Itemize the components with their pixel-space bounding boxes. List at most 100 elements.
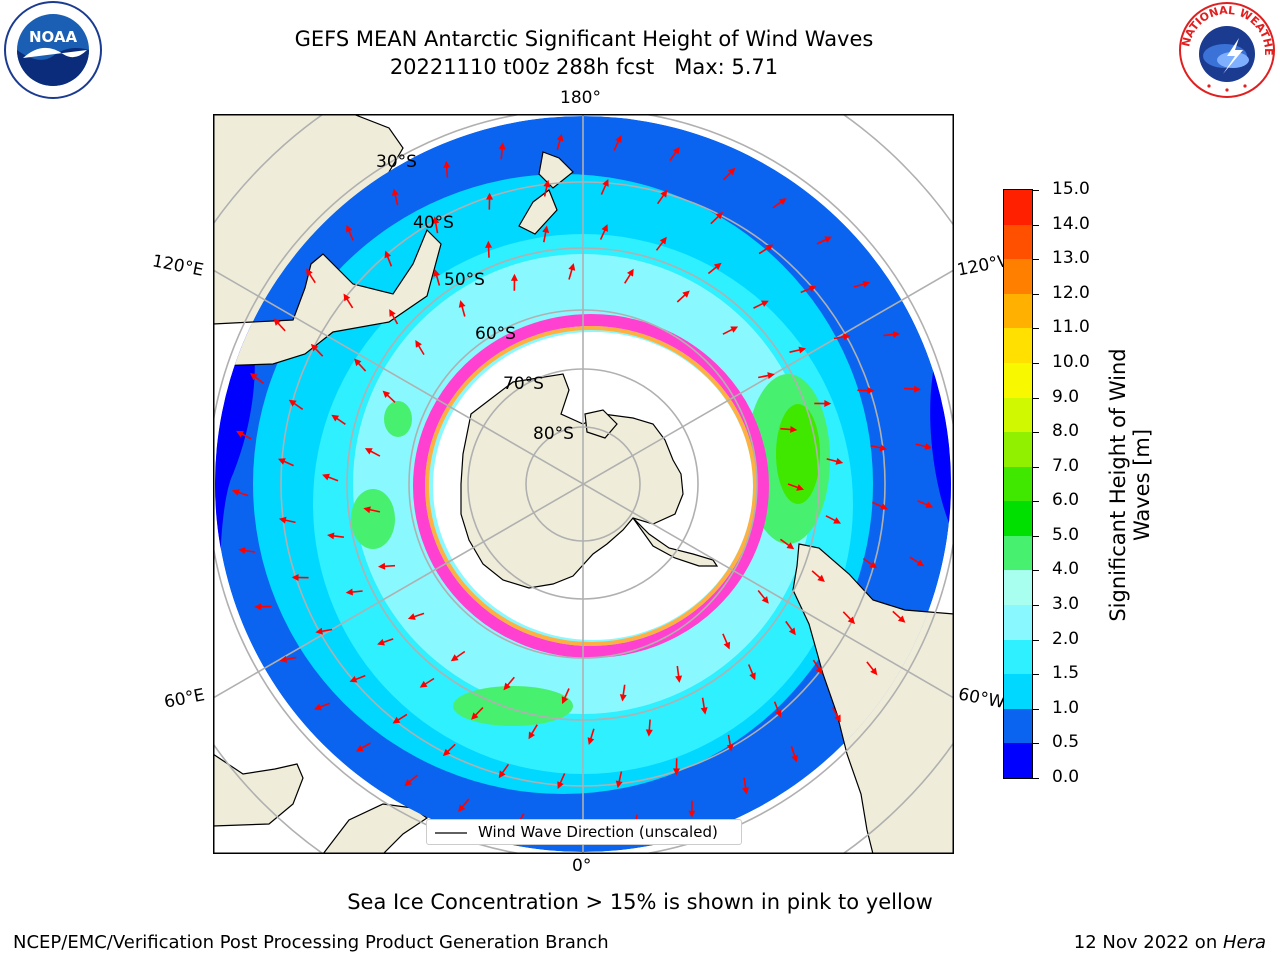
colorbar-tick-label: 5.0 (1052, 524, 1080, 545)
wave-arrow-head (700, 707, 708, 715)
lat-label-50s: 50°S (444, 270, 485, 290)
lon-label-60e: 60°E (162, 685, 207, 713)
wave-arrow-head (315, 627, 323, 635)
wave-arrow-head (723, 641, 731, 650)
wave-arrow-head (879, 444, 888, 452)
wave-arrow-head (870, 667, 878, 676)
wave-arrow-head (627, 268, 634, 277)
wave-arrow-head (254, 603, 262, 611)
wave-arrow-head (389, 309, 396, 317)
colorbar (1003, 189, 1033, 779)
colorbar-tick-label: 2.0 (1052, 628, 1080, 649)
title-line-1: GEFS MEAN Antarctic Significant Height o… (294, 27, 874, 51)
wave-arrow-head (867, 387, 875, 394)
wave-arrow-head (765, 244, 774, 252)
colorbar-title-line-2: Waves [m] (1130, 428, 1154, 542)
graticule (213, 114, 954, 854)
wave-arrow-head (407, 613, 416, 620)
wave-arrow-head (306, 268, 313, 277)
lat-label-80s: 80°S (533, 424, 574, 444)
footer-host: Hera (1222, 932, 1266, 953)
wave-arrow-head (327, 532, 335, 540)
wave-arrow-head (675, 675, 683, 683)
colorbar-tick-mark (1033, 190, 1039, 191)
wave-arrow-head (786, 542, 795, 550)
colorbar-tick-label: 15.0 (1052, 179, 1090, 199)
colorbar-tick-label: 9.0 (1052, 386, 1080, 407)
wave-arrow-head (796, 484, 804, 491)
wave-arrow-head (503, 682, 511, 691)
colorbar-tick-label: 14.0 (1052, 213, 1090, 234)
legend-label: Wind Wave Direction (unscaled) (478, 823, 718, 841)
colorbar-tick-mark (1033, 432, 1039, 434)
wave-arrow-head (916, 559, 925, 567)
wave-arrow-head (742, 787, 749, 795)
colorbar-segment (1004, 362, 1032, 398)
wave-arrow-head (310, 343, 319, 352)
wave-arrow-head (672, 146, 680, 155)
wave-arrow-head (528, 731, 535, 740)
wave-arrow-head (486, 192, 493, 200)
wave-arrow-head (557, 781, 564, 789)
colorbar-segment (1004, 742, 1032, 778)
wave-arrow-head (880, 503, 888, 510)
wave-arrow-head (419, 680, 428, 688)
colorbar-segment (1004, 189, 1032, 225)
wave-arrow-head (510, 273, 518, 281)
wave-arrow-head (238, 547, 246, 554)
wave-arrow-head (498, 142, 506, 150)
wave-arrow-head (433, 269, 440, 277)
wave-arrow-head (415, 340, 422, 348)
wave-arrow-head (232, 489, 240, 496)
wave-arrow-head (278, 516, 287, 524)
polar-map (213, 114, 954, 854)
lon-label-0: 0° (572, 856, 592, 876)
colorbar-segment (1004, 639, 1032, 675)
wave-arrow-head (730, 326, 739, 333)
wave-arrow-head (843, 333, 851, 341)
colorbar-tick-mark (1033, 328, 1039, 330)
wave-arrow-head (897, 615, 906, 623)
colorbar-tick-mark (1033, 674, 1039, 676)
wave-arrow-head (673, 768, 680, 776)
wave-arrow-head (349, 676, 358, 683)
colorbar-tick-label: 7.0 (1052, 455, 1080, 476)
wave-arrow-head (835, 457, 844, 465)
colorbar-segment (1004, 224, 1032, 260)
lat-label-60s: 60°S (475, 324, 516, 344)
wave-arrow-head (913, 385, 922, 393)
colorbar-tick-mark (1033, 639, 1039, 641)
colorbar-segment (1004, 258, 1032, 294)
wave-arrow-head (749, 672, 756, 681)
wave-arrow-head (775, 709, 782, 718)
wave-arrow-head (615, 135, 622, 143)
wave-arrow-head (798, 346, 807, 354)
colorbar-segment (1004, 397, 1032, 433)
wave-arrow-head (313, 703, 322, 711)
title-line-2: 20221110 t00z 288h fcst Max: 5.71 (389, 55, 779, 79)
wave-arrow-head (925, 501, 934, 508)
wave-arrow-head (471, 712, 479, 720)
wave-arrow-head (543, 179, 551, 188)
wave-arrow-head (601, 224, 608, 232)
wave-arrow-head (556, 133, 564, 142)
lat-label-40s: 40°S (413, 213, 454, 233)
wave-arrow-head (279, 655, 288, 663)
colorbar-tick-mark (1033, 708, 1039, 710)
wave-arrow-head (432, 216, 440, 224)
wave-arrow-head (791, 754, 798, 763)
colorbar-tick-mark (1033, 743, 1039, 745)
wave-arrow-head (443, 160, 451, 168)
wave-arrow-head (824, 236, 832, 243)
wave-arrow-head (378, 562, 386, 570)
legend-line-icon (435, 832, 467, 834)
colorbar-segment (1004, 604, 1032, 640)
colorbar-tick-label: 4.0 (1052, 559, 1080, 580)
wave-arrow-head (847, 616, 856, 625)
wave-arrow-head (659, 236, 667, 245)
colorbar-tick-mark (1033, 466, 1039, 468)
wave-arrow-head (761, 300, 769, 307)
colorbar-tick-label: 0.5 (1052, 732, 1080, 753)
colorbar-tick-mark (1033, 224, 1039, 226)
wave-arrow-head (761, 596, 769, 604)
